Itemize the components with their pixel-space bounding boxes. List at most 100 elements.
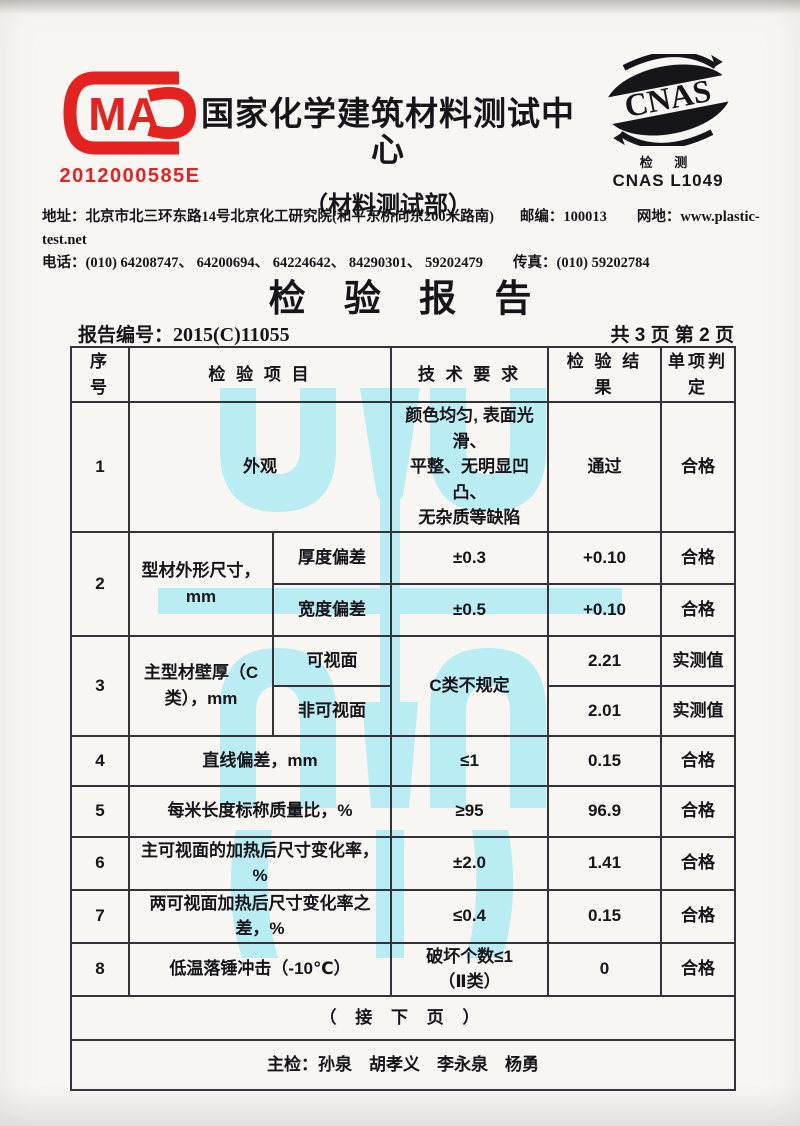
phone-value: (010) 64208747、 64200694、 64224642、 8429… xyxy=(85,255,484,271)
row4-item: 直线偏差，mm xyxy=(127,734,393,787)
row6-item: 主可视面的加热后尺寸变化率，% xyxy=(127,835,393,891)
row1-seq: 1 xyxy=(70,401,130,533)
row1-item: 外观 xyxy=(127,401,393,533)
web-label: 网地： xyxy=(636,209,681,225)
row2-item: 型材外形尺寸，mm xyxy=(128,530,274,637)
scan-shadow-bottom xyxy=(0,1084,800,1126)
row3-requirement: C类不规定 xyxy=(390,634,550,737)
row3-sub1: 可视面 xyxy=(271,634,393,687)
row1-result: 通过 xyxy=(547,401,663,533)
row1-requirement: 颜色均匀, 表面光滑、 平整、无明显凹凸、 无杂质等缺陷 xyxy=(390,401,550,533)
phone-label: 电话： xyxy=(42,255,86,271)
row3-result-1: 2.21 xyxy=(547,634,663,687)
row7-judgement: 合格 xyxy=(660,888,737,944)
row3-judgement-2: 实测值 xyxy=(660,684,737,737)
table-row-4: 4 直线偏差，mm ≤1 0.15 合格 xyxy=(70,734,737,787)
row6-seq: 6 xyxy=(70,835,130,891)
table-row-continued: （ 接 下 页 ） xyxy=(69,994,737,1041)
row2-seq: 2 xyxy=(70,530,130,637)
row5-result: 96.9 xyxy=(547,784,663,838)
org-title: 国家化学建筑材料测试中心 xyxy=(201,95,575,169)
continued-next-page: （ 接 下 页 ） xyxy=(69,994,737,1041)
chief-label: 主检： xyxy=(267,1054,318,1074)
row8-seq: 8 xyxy=(70,941,130,997)
row6-judgement: 合格 xyxy=(660,835,737,891)
row3-sub2: 非可视面 xyxy=(271,684,393,737)
row8-result: 0 xyxy=(547,941,663,997)
table-row-inspectors: 主检：孙泉 胡孝义 李永泉 杨勇 xyxy=(69,1038,737,1091)
row7-seq: 7 xyxy=(70,888,130,944)
row4-seq: 4 xyxy=(70,734,130,787)
cma-certificate-number: 2012000585E xyxy=(59,165,201,187)
address-value: 北京市北三环东路14号北京化工研究院(和平东桥向东200米路南) xyxy=(85,209,494,225)
contact-line-2: 电话：(010) 64208747、 64200694、 64224642、 8… xyxy=(42,252,764,275)
report-meta-line: 报告编号：2015(C)11055 共 3 页 第 2 页 xyxy=(78,320,734,347)
cma-letters: MA xyxy=(88,88,160,140)
inspection-table: 序 号 检 验 项 目 技 术 要 求 检 验 结 果 单项判定 1 外观 颜色… xyxy=(69,346,737,1091)
row7-result: 0.15 xyxy=(547,888,663,944)
row3-judgement-1: 实测值 xyxy=(660,634,737,687)
row7-requirement: ≤0.4 xyxy=(390,888,550,944)
report-number-value: 2015(C)11055 xyxy=(173,324,290,346)
cma-logo-block: MA 2012000585E xyxy=(50,70,210,188)
row8-item: 低温落锤冲击（-10℃） xyxy=(127,941,393,997)
report-number-label: 报告编号： xyxy=(78,325,174,346)
table-row-2b: 宽度偏差 ±0.5 +0.10 合格 xyxy=(71,582,737,637)
row2-sub2: 宽度偏差 xyxy=(271,582,393,637)
report-number: 报告编号：2015(C)11055 xyxy=(78,320,290,347)
row5-judgement: 合格 xyxy=(660,784,737,838)
row4-result: 0.15 xyxy=(547,734,663,787)
row2-result-1: +0.10 xyxy=(547,530,663,585)
table-row-5: 5 每米长度标称质量比，% ≥95 96.9 合格 xyxy=(70,784,737,838)
inspector-names: 孙泉 胡孝义 李永泉 杨勇 xyxy=(318,1054,539,1074)
row3-item: 主型材壁厚（C类），mm xyxy=(128,634,274,737)
row8-judgement: 合格 xyxy=(660,941,737,997)
cnas-logo-icon: CNAS xyxy=(595,51,741,149)
org-title-block: 国家化学建筑材料测试中心 （材料测试部） xyxy=(188,95,588,220)
table-row-1: 1 外观 颜色均匀, 表面光滑、 平整、无明显凹凸、 无杂质等缺陷 通过 合格 xyxy=(70,401,737,533)
table-row-8: 8 低温落锤冲击（-10℃） 破坏个数≤1 （Ⅱ类） 0 合格 xyxy=(70,941,737,997)
cnas-subtitle: 检 测 xyxy=(639,155,697,170)
row2-judgement-2: 合格 xyxy=(660,582,737,637)
row5-requirement: ≥95 xyxy=(390,784,550,838)
table-row-6: 6 主可视面的加热后尺寸变化率，% ±2.0 1.41 合格 xyxy=(70,835,737,891)
cnas-logo-block: CNAS 检 测 CNAS L1049 xyxy=(588,51,748,191)
row4-requirement: ≤1 xyxy=(390,734,550,787)
row2-requirement-2: ±0.5 xyxy=(390,582,550,637)
header-cell-result: 检 验 结 果 xyxy=(547,346,663,403)
fax-value: (010) 59202784 xyxy=(556,255,650,271)
address-label: 地址： xyxy=(42,209,86,225)
row7-item: 两可视面加热后尺寸变化率之差，% xyxy=(127,888,393,944)
table-row-3a: 3 主型材壁厚（C类），mm 可视面 C类不规定 2.21 实测值 xyxy=(70,634,737,737)
table-row-7: 7 两可视面加热后尺寸变化率之差，% ≤0.4 0.15 合格 xyxy=(70,888,737,944)
row5-item: 每米长度标称质量比，% xyxy=(127,784,393,838)
document-title: 检 验 报 告 xyxy=(268,278,546,319)
contact-block: 地址：北京市北三环东路14号北京化工研究院(和平东桥向东200米路南) 邮编：10… xyxy=(42,206,764,275)
zip-value: 100013 xyxy=(563,209,607,225)
row6-result: 1.41 xyxy=(547,835,663,891)
row2-judgement-1: 合格 xyxy=(660,530,737,585)
row1-judgement: 合格 xyxy=(660,401,737,533)
header-cell-judgement: 单项判定 xyxy=(660,346,737,403)
table-row-2a: 2 型材外形尺寸，mm 厚度偏差 ±0.3 +0.10 合格 xyxy=(70,530,737,637)
cma-logo-icon: MA xyxy=(63,71,197,155)
header-cell-requirement: 技 术 要 求 xyxy=(390,346,550,403)
contact-line-1: 地址：北京市北三环东路14号北京化工研究院(和平东桥向东200米路南) 邮编：10… xyxy=(42,206,764,252)
zip-label: 邮编： xyxy=(519,209,564,225)
header-cell-seq: 序 号 xyxy=(70,346,130,403)
table-header-row: 序 号 检 验 项 目 技 术 要 求 检 验 结 果 单项判定 xyxy=(70,346,737,403)
row3-result-2: 2.01 xyxy=(547,684,663,737)
row2-requirement-1: ±0.3 xyxy=(390,530,550,585)
row5-seq: 5 xyxy=(70,784,130,838)
row3-seq: 3 xyxy=(70,634,130,737)
row4-judgement: 合格 xyxy=(660,734,737,787)
pagination: 共 3 页 第 2 页 xyxy=(610,325,734,346)
web-value: www.plastic-test.net xyxy=(42,209,760,248)
cnas-lab-code: CNAS L1049 xyxy=(612,171,724,190)
row6-requirement: ±2.0 xyxy=(390,835,550,891)
chief-inspectors-cell: 主检：孙泉 胡孝义 李永泉 杨勇 xyxy=(69,1038,737,1091)
row2-result-2: +0.10 xyxy=(547,582,663,637)
fax-label: 传真： xyxy=(513,255,557,271)
row8-requirement: 破坏个数≤1 （Ⅱ类） xyxy=(390,941,550,997)
